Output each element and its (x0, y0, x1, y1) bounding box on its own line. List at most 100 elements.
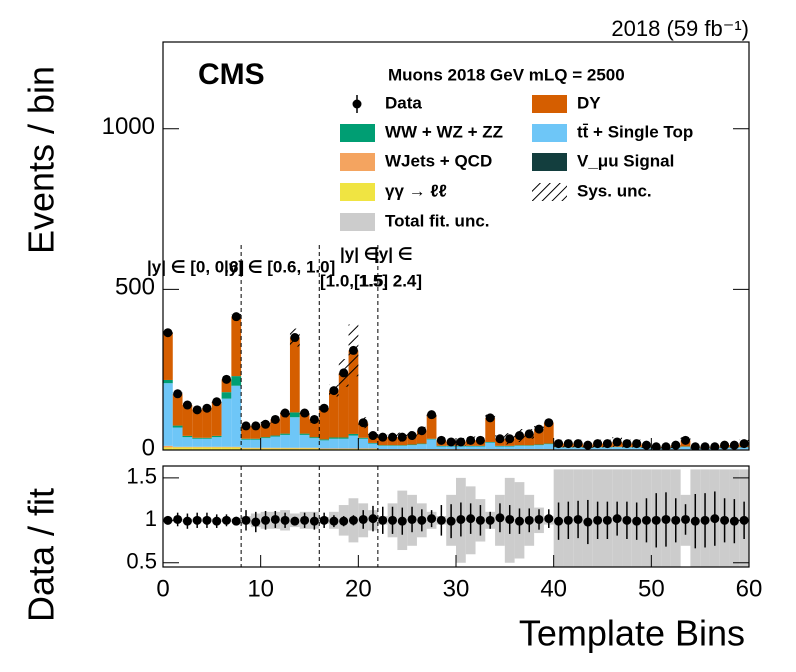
ratio-point (651, 515, 661, 525)
ratio-point (671, 515, 681, 525)
stack-bar (192, 447, 203, 450)
stack-bar (299, 433, 310, 435)
ratio-point (729, 516, 739, 526)
data-point (505, 434, 515, 444)
stack-bar (299, 447, 310, 449)
stack-bar (250, 439, 261, 448)
data-point (593, 439, 603, 449)
data-point (514, 431, 524, 441)
stack-bar (426, 414, 437, 439)
ratio-axis-title: Data / fit (21, 488, 62, 622)
ratio-point (573, 514, 583, 524)
ratio-y-tick-label: 1.5 (126, 464, 157, 489)
stack-bar (211, 401, 222, 436)
stack-bar (172, 446, 183, 448)
ratio-point (192, 515, 202, 525)
stack-bar (270, 448, 281, 450)
data-point (563, 439, 573, 449)
stack-bar (475, 445, 486, 447)
stack-bar (309, 438, 320, 448)
stack-bar (289, 417, 300, 448)
stack-bar (211, 435, 222, 438)
stack-bar (358, 448, 369, 450)
legend-swatch (340, 213, 375, 231)
stack-bar (368, 448, 378, 450)
stack-bar (387, 445, 398, 450)
ratio-point (456, 514, 466, 524)
region-label: |y| ∈ [0.6, 1.0] (224, 257, 335, 276)
data-point (319, 403, 329, 413)
main-frame (162, 41, 750, 451)
stack-bar (397, 445, 408, 450)
stack-bar (172, 427, 183, 447)
ratio-point (612, 514, 622, 524)
stack-bar (221, 379, 232, 393)
legend-label: tt̄ + Single Top (577, 122, 693, 141)
ratio-point (690, 516, 700, 526)
ratio-point (261, 515, 271, 525)
stack-bar (211, 447, 222, 450)
stack-bar (231, 447, 242, 450)
data-point (280, 408, 290, 418)
ratio-point (221, 515, 231, 525)
data-point (270, 414, 280, 424)
data-point (544, 418, 554, 428)
ratio-point (661, 514, 671, 524)
stack-bar (221, 446, 232, 448)
data-point (700, 442, 710, 450)
data-point (339, 368, 349, 378)
ratio-point (475, 515, 485, 525)
stack-bar (602, 447, 613, 450)
data-point (221, 374, 231, 384)
legend-label: Data (385, 93, 422, 112)
stack-bar (524, 445, 535, 450)
stack-bar (319, 408, 330, 440)
stack-bar (534, 444, 544, 446)
stack-bar (465, 446, 476, 450)
overlay: 0 10 20 30 40 50 60 0 500 1000 0.5 1 1.5 |y| ∈ [0, 0.… (102, 93, 763, 602)
stack-bar (436, 445, 447, 447)
stack-bar (231, 446, 242, 448)
stack-bar (377, 445, 388, 450)
ratio-point (368, 514, 378, 524)
data-point (681, 435, 691, 445)
stack-bar (612, 447, 623, 450)
ratio-point (397, 516, 407, 526)
stack-bar (358, 437, 369, 439)
data-point (554, 439, 564, 449)
stack-bar (348, 433, 359, 436)
stack-bar (182, 435, 193, 438)
stack-bar (465, 445, 476, 447)
data-point (202, 403, 212, 413)
ratio-point (710, 514, 720, 524)
stack-bar (260, 447, 271, 449)
stack-bar (358, 422, 369, 438)
y-tick-label: 0 (142, 434, 155, 461)
data-point (729, 440, 739, 450)
data-point (671, 440, 681, 450)
data-point (407, 431, 417, 441)
stack-bar (260, 438, 271, 448)
stack-bar (573, 447, 583, 450)
x-axis-title: Template Bins (519, 613, 745, 654)
stack-bar (329, 438, 339, 449)
stack-bar (172, 425, 183, 428)
stack-bar (163, 379, 173, 384)
data-point (212, 397, 222, 407)
stack-bar (280, 447, 290, 449)
ratio-y-tick-label: 1 (145, 506, 157, 531)
ratio-point (446, 516, 456, 526)
data-point (456, 437, 466, 447)
ratio-point (348, 515, 358, 525)
stack-bar (221, 392, 232, 399)
legend-swatch (532, 95, 567, 113)
data-point (231, 312, 241, 322)
data-point (397, 432, 407, 442)
ratio-point (632, 516, 642, 526)
stack-bar (192, 438, 203, 447)
stack-bar (202, 437, 212, 439)
ratio-point (202, 515, 212, 525)
stack-bar (543, 444, 554, 450)
legend-label: V_μu Signal (577, 151, 674, 170)
data-point (661, 442, 671, 450)
